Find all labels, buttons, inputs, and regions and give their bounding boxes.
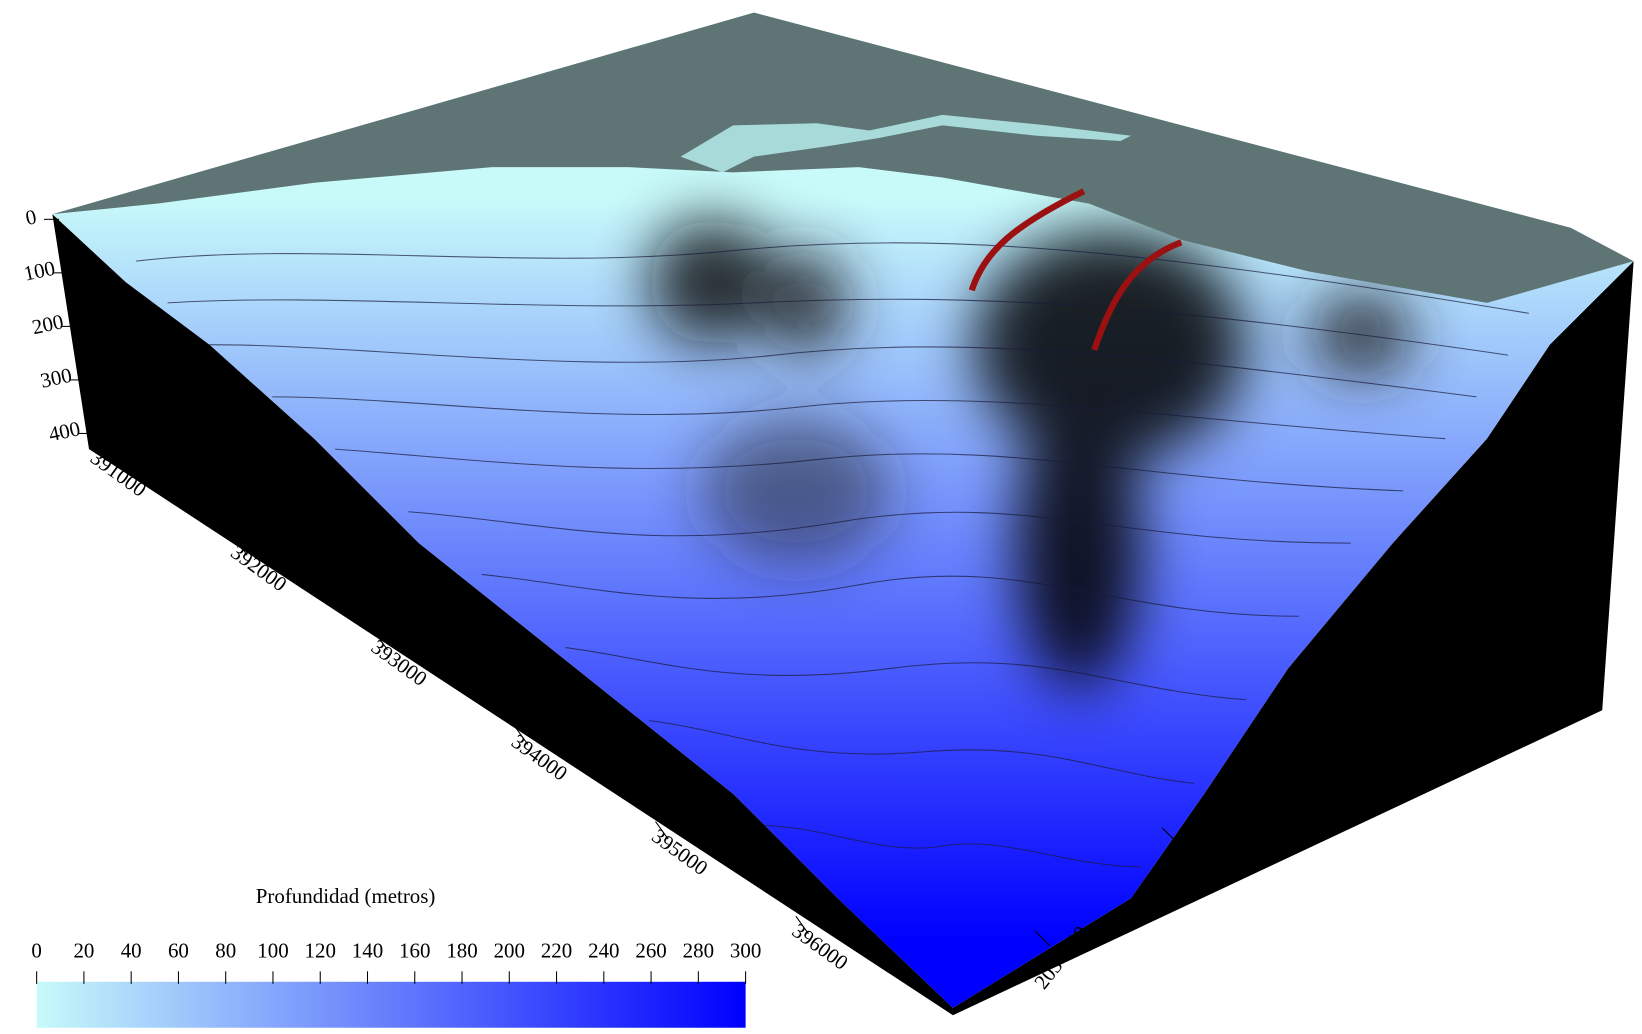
colorbar-title: Profundidad (metros) — [256, 884, 436, 908]
axis-tick — [795, 915, 809, 935]
colorbar-tick-label: 160 — [399, 938, 430, 962]
axis-tick-label: 200 — [30, 309, 66, 339]
axis-tick — [655, 821, 669, 840]
colorbar — [36, 981, 746, 1028]
colorbar-tick-label: 120 — [305, 938, 336, 962]
axis-tick-label: 400 — [47, 416, 83, 446]
left-face — [52, 214, 953, 1016]
colorbar-tick-label: 80 — [215, 938, 236, 962]
profile-line — [968, 188, 1086, 292]
shadows — [649, 219, 1414, 690]
axis-tick-label: 0 — [23, 204, 38, 230]
profile-line — [1091, 239, 1183, 351]
axis-tick — [374, 632, 388, 651]
axis-tick-label: 100 — [21, 256, 57, 286]
axis-tick — [1288, 724, 1305, 740]
colorbar-tick-label: 280 — [683, 938, 714, 962]
colorbar-tick-label: 220 — [541, 938, 572, 962]
axis-tick — [234, 537, 248, 556]
colorbar-tick-label: 60 — [168, 938, 189, 962]
axis-tick-label: 300 — [38, 363, 74, 393]
colorbar-tick-label: 0 — [31, 938, 41, 962]
land — [52, 12, 1634, 303]
colorbar-tick-label: 260 — [635, 938, 666, 962]
colorbar-tick-label: 20 — [73, 938, 94, 962]
axis-tick — [1161, 827, 1178, 844]
colorbar-tick-label: 180 — [446, 938, 477, 962]
colorbar-tick-label: 100 — [257, 938, 288, 962]
axis-tick — [93, 442, 108, 461]
colorbar-tick-label: 300 — [730, 938, 761, 962]
colorbar-tick-label: 40 — [121, 938, 142, 962]
colorbar-tick-label: 200 — [494, 938, 525, 962]
axis-tick — [514, 726, 529, 745]
colorbar-tick-label: 140 — [352, 938, 383, 962]
colorbar-tick-label: 240 — [588, 938, 619, 962]
axis-tick — [1542, 517, 1559, 534]
right-face — [952, 261, 1634, 1016]
axis-tick — [1415, 620, 1432, 637]
contours — [136, 242, 1529, 868]
axis-tick — [1034, 930, 1051, 947]
river — [680, 114, 1152, 173]
